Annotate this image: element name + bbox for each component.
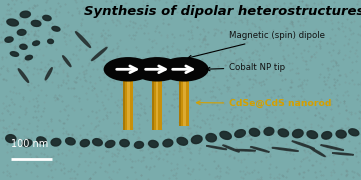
Ellipse shape	[5, 37, 13, 42]
Bar	[123, 79, 125, 130]
Bar	[156, 79, 158, 130]
Ellipse shape	[32, 41, 40, 46]
Ellipse shape	[191, 135, 202, 144]
Ellipse shape	[292, 141, 314, 149]
Ellipse shape	[336, 130, 346, 138]
Ellipse shape	[292, 129, 303, 138]
Ellipse shape	[31, 20, 41, 26]
Ellipse shape	[80, 140, 90, 147]
Bar	[183, 79, 186, 126]
Ellipse shape	[20, 44, 27, 49]
Bar	[152, 79, 162, 130]
Ellipse shape	[7, 19, 18, 26]
Ellipse shape	[134, 141, 144, 148]
Ellipse shape	[63, 56, 71, 67]
Ellipse shape	[264, 127, 274, 135]
Text: 100 nm: 100 nm	[11, 139, 48, 149]
Ellipse shape	[17, 30, 26, 35]
Ellipse shape	[18, 69, 29, 82]
Ellipse shape	[66, 138, 75, 145]
Ellipse shape	[177, 137, 188, 145]
Ellipse shape	[332, 153, 354, 155]
Bar	[123, 79, 133, 130]
Ellipse shape	[20, 11, 30, 18]
Ellipse shape	[322, 132, 332, 139]
Circle shape	[160, 57, 209, 82]
Ellipse shape	[220, 131, 231, 139]
Ellipse shape	[43, 15, 51, 21]
Text: Synthesis of dipolar heterostructures: Synthesis of dipolar heterostructures	[84, 4, 361, 17]
Ellipse shape	[48, 39, 53, 44]
Bar	[179, 79, 189, 126]
Circle shape	[104, 57, 153, 82]
Ellipse shape	[45, 68, 52, 80]
Ellipse shape	[251, 147, 269, 152]
Ellipse shape	[105, 140, 115, 148]
Ellipse shape	[22, 140, 32, 147]
Ellipse shape	[120, 140, 129, 147]
Circle shape	[132, 57, 182, 82]
Ellipse shape	[25, 55, 32, 60]
Ellipse shape	[321, 145, 344, 150]
Ellipse shape	[206, 134, 217, 142]
Ellipse shape	[37, 137, 46, 144]
Ellipse shape	[93, 139, 102, 146]
Ellipse shape	[310, 148, 325, 157]
Bar	[127, 79, 130, 130]
Ellipse shape	[10, 52, 18, 56]
Ellipse shape	[278, 129, 288, 137]
Ellipse shape	[52, 26, 60, 31]
Ellipse shape	[307, 131, 318, 139]
Ellipse shape	[235, 130, 245, 138]
Text: Magnetic (spin) dipole: Magnetic (spin) dipole	[188, 31, 325, 59]
Ellipse shape	[92, 47, 107, 61]
Ellipse shape	[223, 145, 239, 152]
Text: Cobalt NP tip: Cobalt NP tip	[206, 63, 285, 72]
Ellipse shape	[6, 135, 16, 143]
Ellipse shape	[235, 150, 256, 151]
Ellipse shape	[163, 139, 173, 147]
Ellipse shape	[349, 129, 359, 136]
Bar	[179, 79, 181, 126]
Ellipse shape	[51, 138, 61, 146]
Ellipse shape	[272, 147, 299, 151]
Text: CdSe@CdS nanorod: CdSe@CdS nanorod	[196, 99, 332, 108]
Ellipse shape	[206, 146, 227, 150]
Ellipse shape	[75, 32, 91, 48]
Bar	[152, 79, 154, 130]
Ellipse shape	[249, 128, 260, 136]
Ellipse shape	[149, 140, 158, 148]
